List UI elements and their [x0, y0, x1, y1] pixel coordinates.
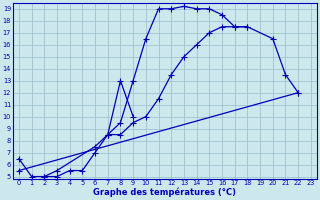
X-axis label: Graphe des températures (°C): Graphe des températures (°C): [93, 188, 236, 197]
